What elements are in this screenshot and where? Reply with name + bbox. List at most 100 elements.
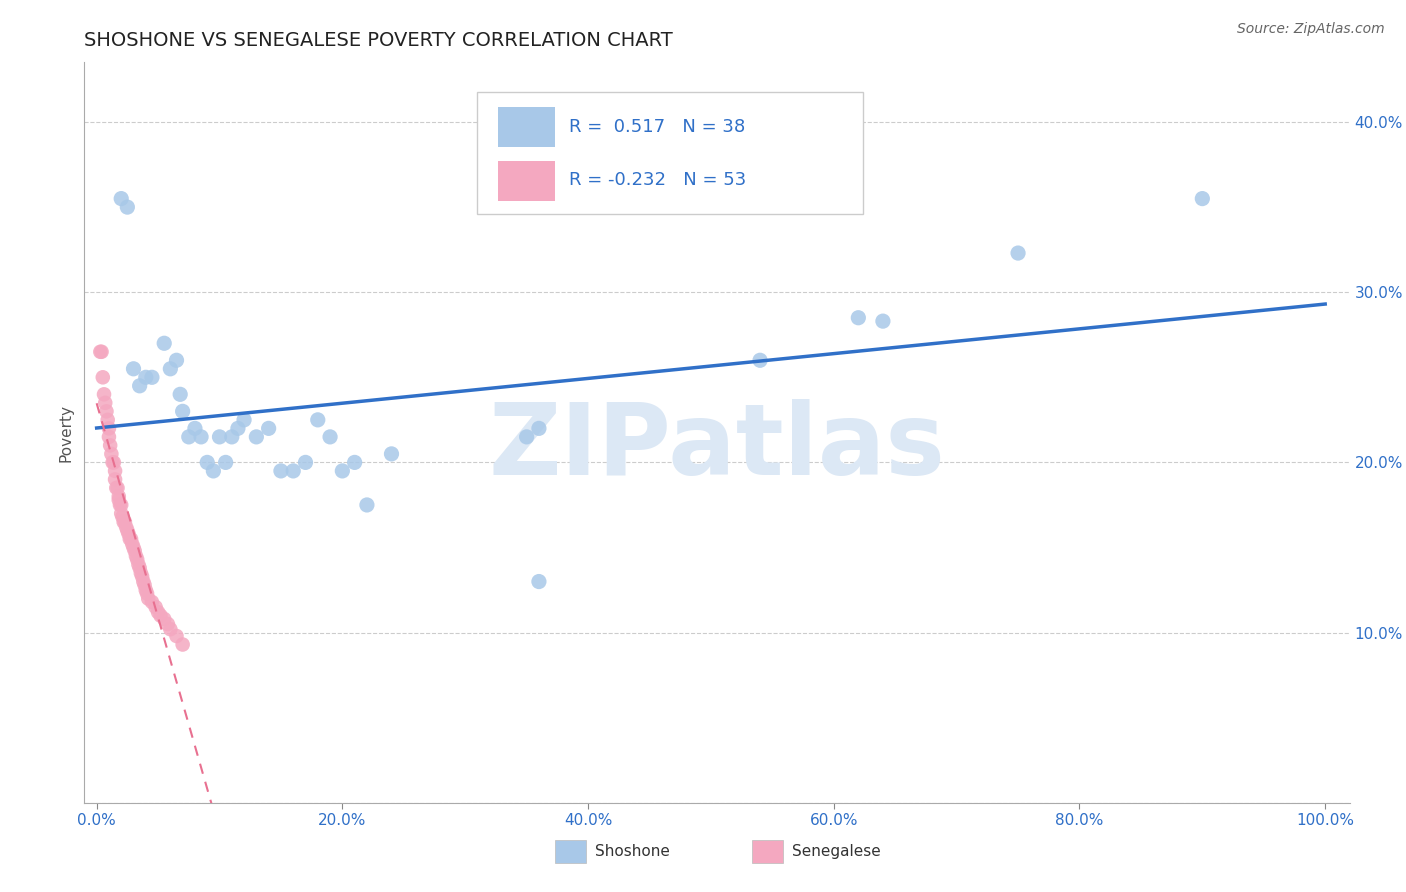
Point	[527, 574, 550, 589]
Point	[108, 498, 131, 512]
Point	[107, 490, 129, 504]
Point	[104, 472, 127, 486]
Point	[527, 421, 550, 435]
Point	[128, 379, 150, 393]
Point	[136, 591, 159, 606]
Point	[129, 566, 152, 580]
Point	[141, 595, 163, 609]
Point	[110, 507, 132, 521]
Point	[846, 310, 869, 325]
Point	[172, 404, 194, 418]
Point	[115, 520, 138, 534]
Point	[257, 421, 280, 435]
Point	[149, 608, 172, 623]
Point	[1007, 246, 1029, 260]
Point	[380, 447, 402, 461]
Point	[100, 447, 122, 461]
Point	[516, 430, 538, 444]
Point	[120, 532, 142, 546]
Point	[307, 413, 329, 427]
Point	[93, 387, 115, 401]
Point	[132, 574, 155, 589]
Point	[127, 558, 149, 572]
Text: ZIPatlas: ZIPatlas	[489, 399, 945, 496]
Y-axis label: Poverty: Poverty	[58, 403, 73, 462]
Point	[134, 578, 156, 592]
Point	[135, 582, 157, 597]
Point	[172, 638, 194, 652]
Point	[98, 438, 121, 452]
Point	[872, 314, 894, 328]
Point	[195, 455, 218, 469]
Point	[214, 455, 236, 469]
Point	[145, 600, 167, 615]
Text: R =  0.517   N = 38: R = 0.517 N = 38	[569, 118, 745, 136]
Point	[103, 455, 125, 469]
Point	[270, 464, 292, 478]
Point	[124, 544, 146, 558]
Point	[111, 509, 134, 524]
Point	[221, 430, 243, 444]
Point	[122, 361, 145, 376]
Point	[156, 617, 179, 632]
Point	[141, 370, 163, 384]
Point	[233, 413, 256, 427]
Text: Source: ZipAtlas.com: Source: ZipAtlas.com	[1237, 22, 1385, 37]
Point	[356, 498, 378, 512]
Point	[128, 561, 150, 575]
Point	[190, 430, 212, 444]
Point	[319, 430, 342, 444]
Point	[91, 370, 114, 384]
Point	[105, 481, 128, 495]
FancyBboxPatch shape	[498, 161, 555, 202]
Point	[294, 455, 316, 469]
Point	[89, 344, 111, 359]
Point	[245, 430, 267, 444]
Text: R = -0.232   N = 53: R = -0.232 N = 53	[569, 170, 747, 188]
Point	[107, 492, 129, 507]
Point	[97, 421, 120, 435]
Point	[184, 421, 207, 435]
Point	[131, 569, 153, 583]
Point	[117, 524, 139, 538]
Point	[208, 430, 231, 444]
Point	[343, 455, 366, 469]
Point	[94, 396, 117, 410]
Point	[159, 361, 181, 376]
Point	[749, 353, 772, 368]
Point	[107, 481, 129, 495]
Point	[166, 353, 188, 368]
Point	[153, 612, 176, 626]
Point	[330, 464, 353, 478]
Point	[117, 200, 139, 214]
Point	[1191, 192, 1213, 206]
Text: SHOSHONE VS SENEGALESE POVERTY CORRELATION CHART: SHOSHONE VS SENEGALESE POVERTY CORRELATI…	[84, 30, 673, 50]
Point	[159, 622, 181, 636]
Point	[136, 586, 159, 600]
Point	[177, 430, 200, 444]
Point	[90, 344, 112, 359]
Point	[114, 515, 136, 529]
Point	[125, 549, 148, 563]
FancyBboxPatch shape	[498, 107, 555, 147]
Text: Senegalese: Senegalese	[792, 845, 880, 859]
Point	[117, 527, 139, 541]
Point	[135, 370, 157, 384]
Text: Shoshone: Shoshone	[595, 845, 669, 859]
Point	[122, 541, 145, 555]
Point	[153, 336, 176, 351]
Point	[283, 464, 305, 478]
Point	[127, 552, 149, 566]
Point	[104, 464, 127, 478]
Point	[101, 455, 124, 469]
Point	[110, 498, 132, 512]
FancyBboxPatch shape	[477, 92, 863, 214]
Point	[169, 387, 191, 401]
Point	[121, 537, 143, 551]
Point	[166, 629, 188, 643]
Point	[146, 605, 169, 619]
Point	[110, 192, 132, 206]
Point	[226, 421, 249, 435]
Point	[118, 532, 141, 546]
Point	[97, 413, 120, 427]
